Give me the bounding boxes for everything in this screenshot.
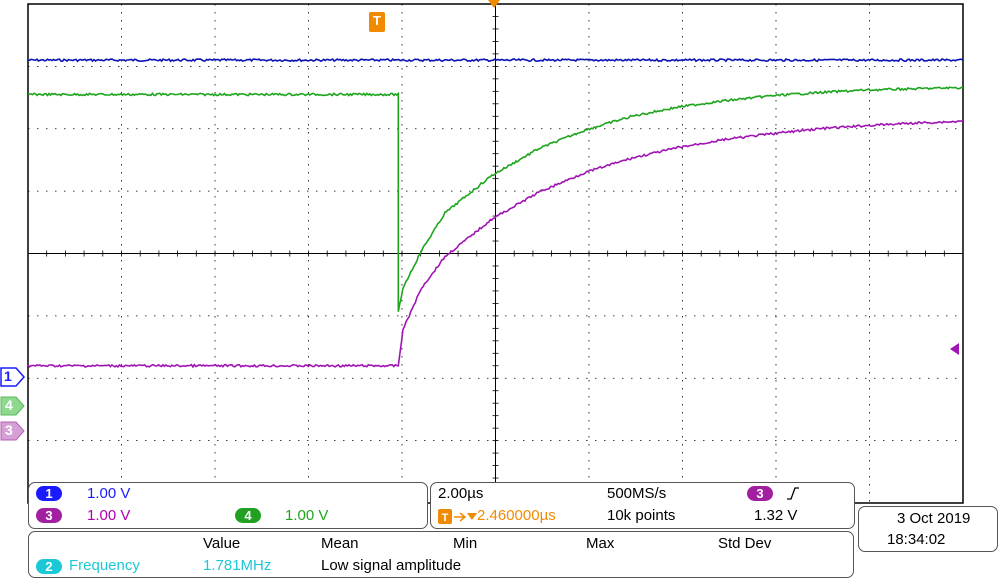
record-length: 10k points [607,507,676,524]
ch4-ground-label: 4 [5,397,13,413]
measurement-header-value: Value [203,535,241,552]
ch1-badge[interactable]: 1 [36,486,62,501]
ch1-scale: 1.00 V [87,485,131,502]
trigger-position-marker[interactable]: T [369,12,385,32]
channel-scale-panel: 1 1.00 V 3 1.00 V 4 1.00 V [28,482,428,529]
ch3-ground-label: 3 [5,422,13,438]
svg-text:T: T [442,512,449,524]
date: 3 Oct 2019 [897,510,971,527]
time-per-div: 2.00µs [438,485,484,502]
time: 18:34:02 [887,531,946,548]
measurement-source-badge[interactable]: 2 [36,559,62,574]
ch1-ground-label: 1 [4,368,12,384]
timebase-trigger-panel: 2.00µs 500MS/s 3 T 2.460000µs 10k points… [430,482,855,529]
ch4-scale: 1.00 V [285,507,329,524]
ch3-trace [27,120,964,369]
trigger-position: 2.460000µs [477,507,556,524]
rising-edge-icon [786,486,800,506]
waveform-traces [27,57,964,369]
measurement-header-max: Max [586,535,615,552]
sample-rate: 500MS/s [607,485,667,502]
trigger-source-badge[interactable]: 3 [747,486,773,501]
measurement-value: 1.781MHz [203,557,272,574]
ch4-ground-marker[interactable]: 4 [0,396,26,421]
graticule [27,3,964,504]
ch1-trace [27,57,964,63]
measurement-header-min: Min [453,535,478,552]
trigger-position-icon: T [438,509,484,530]
measurement-name: Frequency [69,557,140,574]
measurement-header-mean: Mean [321,535,359,552]
ch3-ground-marker[interactable]: 3 [0,421,26,446]
time-center-icon [488,0,500,8]
measurement-panel: Value Mean Min Max Std Dev 2 Frequency 1… [28,531,854,578]
trigger-level-marker[interactable] [950,343,959,355]
measurement-note: Low signal amplitude [321,557,462,574]
trigger-marker-label: T [373,13,381,28]
ch4-trace [27,86,964,312]
trigger-level: 1.32 V [754,507,798,524]
datetime-panel: 3 Oct 2019 18:34:02 [858,506,998,552]
measurement-header-stddev: Std Dev [718,535,772,552]
ch4-badge[interactable]: 4 [235,508,261,523]
ch3-badge[interactable]: 3 [36,508,62,523]
ch1-ground-marker[interactable]: 1 [0,367,26,392]
ch3-scale: 1.00 V [87,507,131,524]
